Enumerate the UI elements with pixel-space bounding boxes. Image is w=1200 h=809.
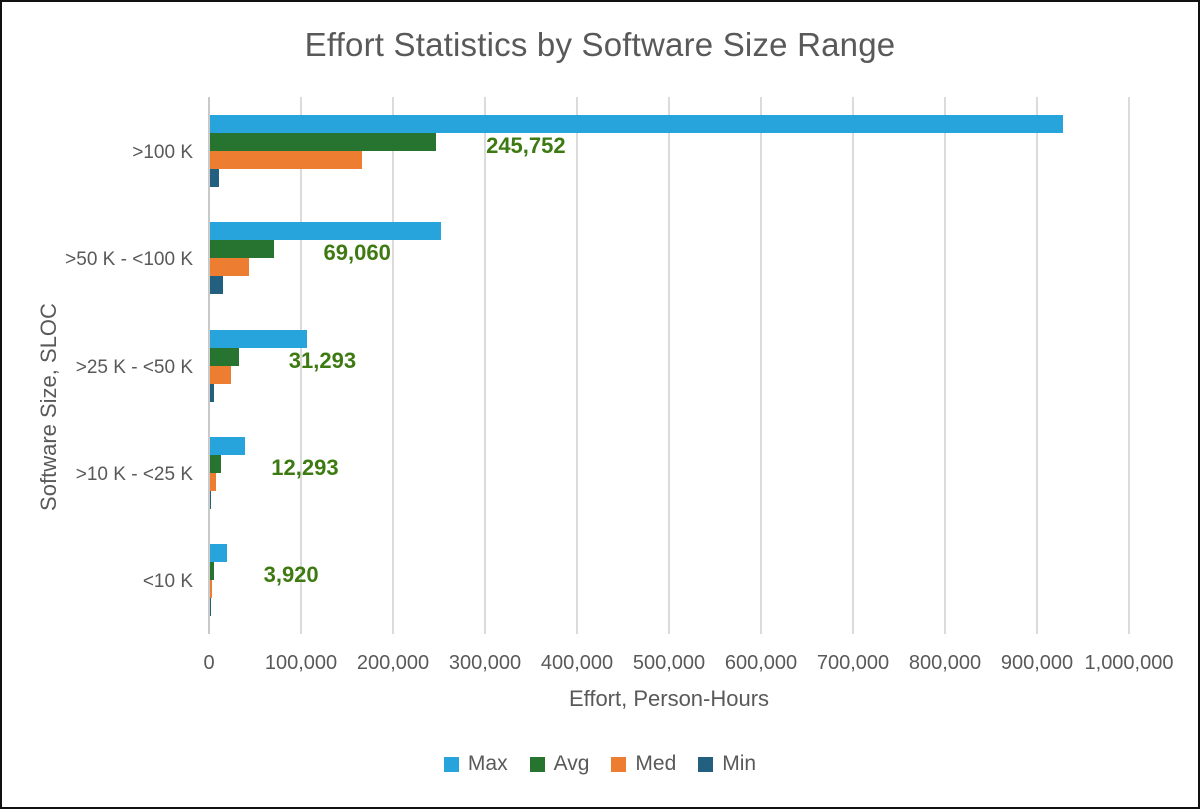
gridline xyxy=(484,97,486,634)
chart-title: Effort Statistics by Software Size Range xyxy=(304,26,896,63)
bar-med xyxy=(210,150,362,169)
category-label: <10 K xyxy=(142,571,193,593)
bar-med xyxy=(210,258,249,277)
avg-data-label: 31,293 xyxy=(288,347,357,373)
legend-swatch-avg xyxy=(529,756,545,772)
x-tick-label: 600,000 xyxy=(724,652,798,674)
avg-data-label: 69,060 xyxy=(323,240,391,266)
gridline xyxy=(1036,97,1038,634)
bar-min xyxy=(210,276,223,295)
legend-item-avg: Avg xyxy=(529,752,590,776)
bar-max xyxy=(210,436,245,455)
legend-item-max: Max xyxy=(443,752,508,776)
y-axis-title: Software Size, SLOC xyxy=(36,303,61,511)
legend-item-min: Min xyxy=(698,752,756,776)
bar-max xyxy=(210,544,228,563)
bar-avg xyxy=(210,347,239,366)
gridline xyxy=(576,97,578,634)
legend-label: Med xyxy=(635,752,677,775)
category-label: >25 K - <50 K xyxy=(75,356,193,378)
bar-avg xyxy=(210,454,222,473)
x-tick-label: 100,000 xyxy=(264,652,338,674)
bar-med xyxy=(210,472,216,491)
gridline xyxy=(760,97,762,634)
x-tick-label: 500,000 xyxy=(632,652,706,674)
legend-label: Max xyxy=(467,752,508,775)
x-tick-label: 200,000 xyxy=(356,652,430,674)
y-axis-line xyxy=(208,97,210,634)
legend-swatch-med xyxy=(611,756,627,772)
gridline xyxy=(852,97,854,634)
bar-med xyxy=(210,365,232,384)
legend-label: Avg xyxy=(553,752,590,775)
bar-max xyxy=(210,114,1063,133)
legend-swatch-max xyxy=(443,756,459,772)
category-label: >10 K - <25 K xyxy=(75,463,193,485)
category-label: >100 K xyxy=(132,141,193,163)
legend-item-med: Med xyxy=(611,752,676,776)
gridline xyxy=(1128,97,1130,634)
x-tick-label: 700,000 xyxy=(816,652,890,674)
avg-data-label: 245,752 xyxy=(486,132,566,158)
bar-min xyxy=(210,168,220,187)
bar-avg xyxy=(210,132,437,151)
bar-avg xyxy=(210,240,274,259)
bar-med xyxy=(210,580,212,599)
x-axis-title: Effort, Person-Hours xyxy=(568,686,770,711)
gridline xyxy=(392,97,394,634)
avg-data-label: 12,293 xyxy=(271,454,339,480)
x-tick-label: 1,000,000 xyxy=(1084,652,1174,674)
x-tick-label: 300,000 xyxy=(448,652,522,674)
bar-max xyxy=(210,222,441,241)
bar-avg xyxy=(210,562,214,581)
legend: Max Avg Med Min xyxy=(0,752,1200,776)
category-label: >50 K - <100 K xyxy=(65,249,193,271)
x-tick-label: 800,000 xyxy=(908,652,982,674)
gridline xyxy=(944,97,946,634)
gridline xyxy=(300,97,302,634)
legend-label: Min xyxy=(722,752,757,775)
bar-min xyxy=(210,383,215,402)
gridline xyxy=(668,97,670,634)
x-tick-label: 0 xyxy=(203,652,215,674)
x-tick-label: 400,000 xyxy=(540,652,614,674)
avg-data-label: 3,920 xyxy=(263,562,319,588)
x-tick-label: 900,000 xyxy=(1000,652,1074,674)
legend-swatch-min xyxy=(698,756,714,772)
bar-max xyxy=(210,329,307,348)
